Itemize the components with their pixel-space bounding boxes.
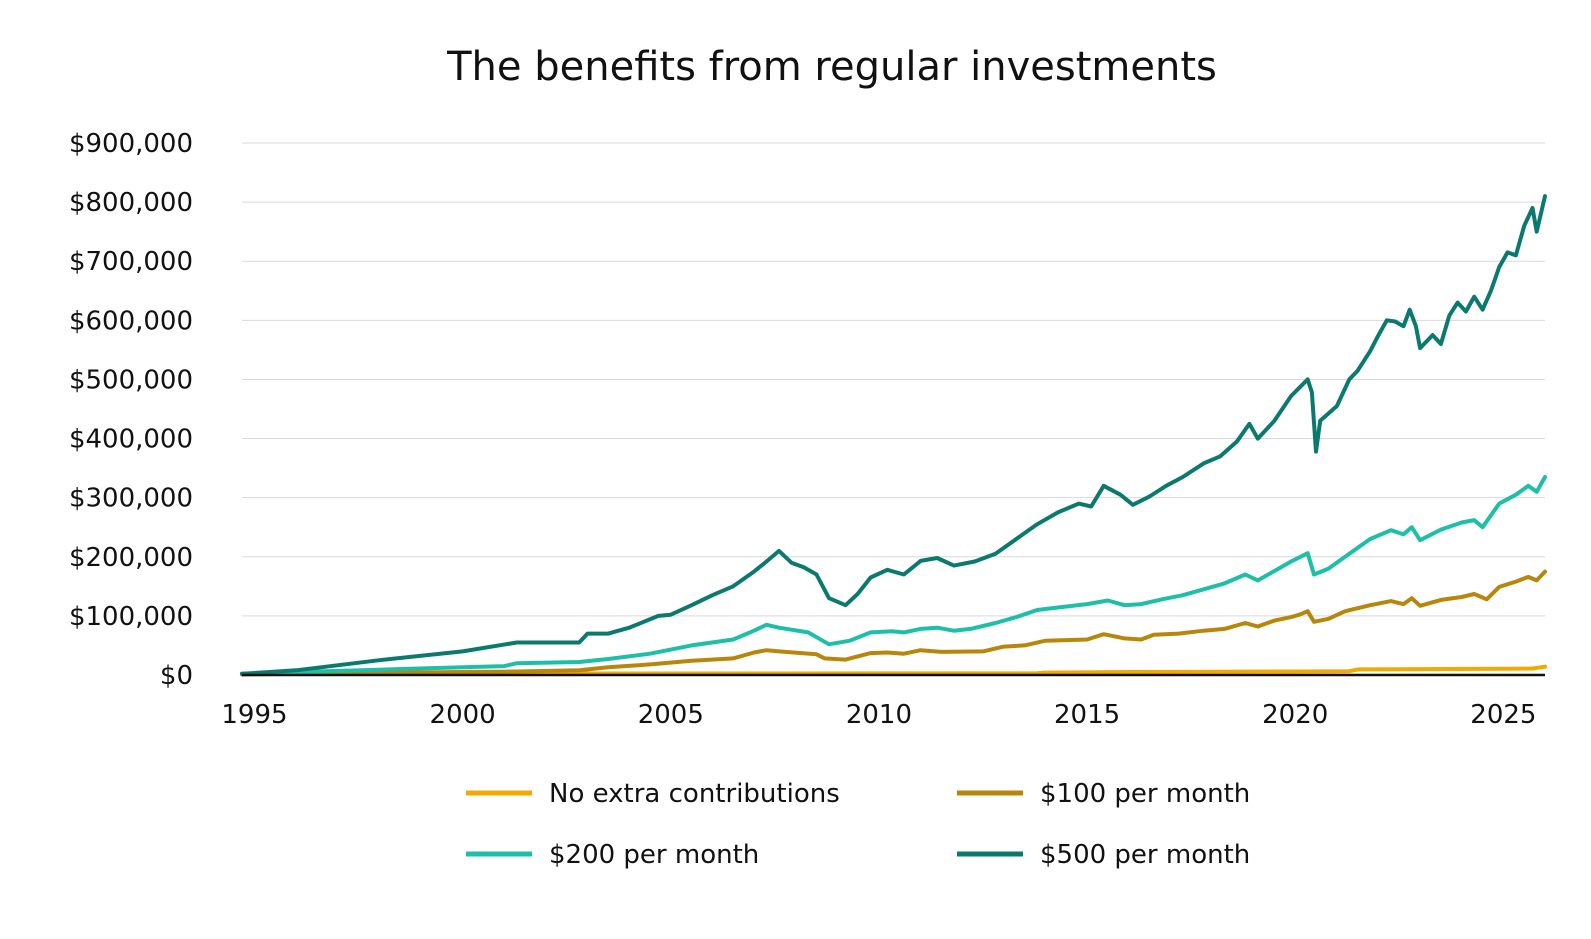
grid-layer	[242, 142, 1545, 617]
y-tick-label: $400,000	[69, 425, 193, 455]
series-line-no-extra-contributions	[240, 664, 1547, 676]
y-tick-label: $800,000	[69, 188, 193, 218]
x-tick-label: 2015	[1054, 700, 1120, 730]
y-tick-label: $600,000	[69, 306, 193, 336]
legend-label: $500 per month	[1040, 840, 1250, 870]
y-tick-label: $500,000	[69, 365, 193, 395]
legend-label: $200 per month	[549, 840, 759, 870]
x-tick-label: 2005	[638, 700, 704, 730]
legend: No extra contributions $100 per month $200…	[466, 779, 1250, 870]
x-tick-label: 2020	[1262, 700, 1328, 730]
x-tick-label: 2025	[1470, 700, 1536, 730]
legend-item: $200 per month	[466, 840, 759, 870]
y-tick-label: $0	[160, 661, 193, 691]
y-axis: $0 $100,000 $200,000 $300,000 $400,000 $500,0…	[69, 129, 193, 691]
y-tick-label: $300,000	[69, 484, 193, 514]
series-line-500-per-month	[240, 194, 1547, 676]
x-axis: 1995 2000 2005 2010 2015 2020 2025	[221, 700, 1536, 730]
legend-item: No extra contributions	[466, 779, 840, 809]
chart-title: The benefits from regular investments	[446, 44, 1217, 90]
series-line-200-per-month	[240, 475, 1547, 676]
y-tick-label: $700,000	[69, 247, 193, 277]
x-tick-label: 1995	[221, 700, 287, 730]
x-tick-label: 2000	[430, 700, 496, 730]
series-line-100-per-month	[240, 569, 1547, 677]
y-tick-label: $200,000	[69, 543, 193, 573]
series-layer	[240, 194, 1547, 677]
legend-item: $500 per month	[957, 840, 1250, 870]
legend-label: No extra contributions	[549, 779, 840, 809]
legend-label: $100 per month	[1040, 779, 1250, 809]
y-tick-label: $900,000	[69, 129, 193, 159]
legend-item: $100 per month	[957, 779, 1250, 809]
y-tick-label: $100,000	[69, 602, 193, 632]
x-tick-label: 2010	[846, 700, 912, 730]
